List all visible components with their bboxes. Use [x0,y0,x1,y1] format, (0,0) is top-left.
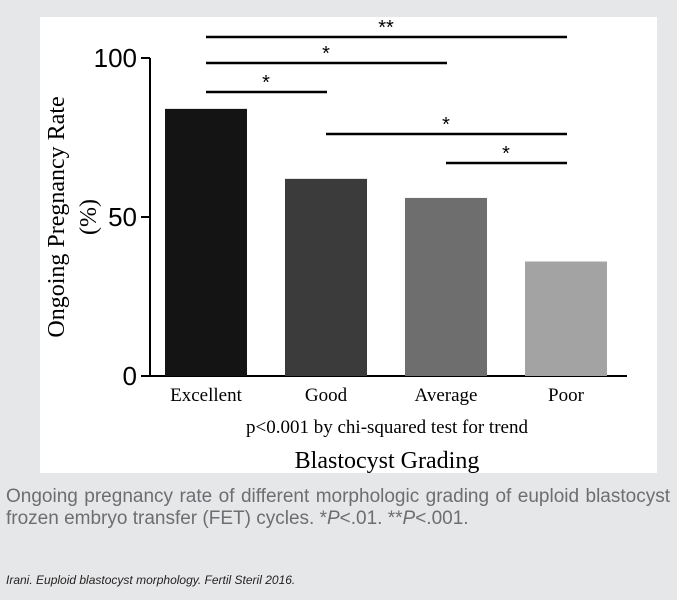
bar-average [405,197,487,376]
y-axis-label: Ongoing Pregnancy Rate [44,96,70,337]
x-tick-label: Poor [548,385,585,406]
x-tick-label: Average [415,385,478,406]
x-tick-label: Good [305,385,348,406]
chart-note: p<0.001 by chi-squared test for trend [246,417,528,438]
significance-marker: * [502,143,510,165]
figure-caption: Ongoing pregnancy rate of different morp… [6,486,670,530]
significance-marker: * [262,72,270,94]
bar-poor [525,261,607,376]
bar-excellent [165,108,247,376]
significance-marker: * [322,43,330,65]
figure-source: Irani. Euploid blastocyst morphology. Fe… [6,573,296,587]
significance-marker: ** [378,17,394,39]
x-tick-label: Excellent [170,385,242,406]
caption-p-symbol: P [326,508,340,529]
bar-good [285,178,367,376]
y-tick-label: 0 [123,361,137,391]
chart-panel: 0 50 100 Excellent Good Average Poor p<0.001 by… [40,17,657,473]
caption-text-3: <.001. [415,508,469,529]
significance-marker: * [442,114,450,136]
bar-chart: 0 50 100 Excellent Good Average Poor p<0.001 by… [44,17,627,473]
caption-text-2: <.01. ** [339,508,403,529]
y-axis-label-unit: (%) [76,199,102,235]
y-tick-label: 100 [94,43,137,73]
y-tick-label: 50 [108,202,137,232]
caption-p-symbol: P [402,508,416,529]
x-axis-label: Blastocyst Grading [295,448,480,473]
caption-text-1: Ongoing pregnancy rate of different morp… [6,486,670,529]
